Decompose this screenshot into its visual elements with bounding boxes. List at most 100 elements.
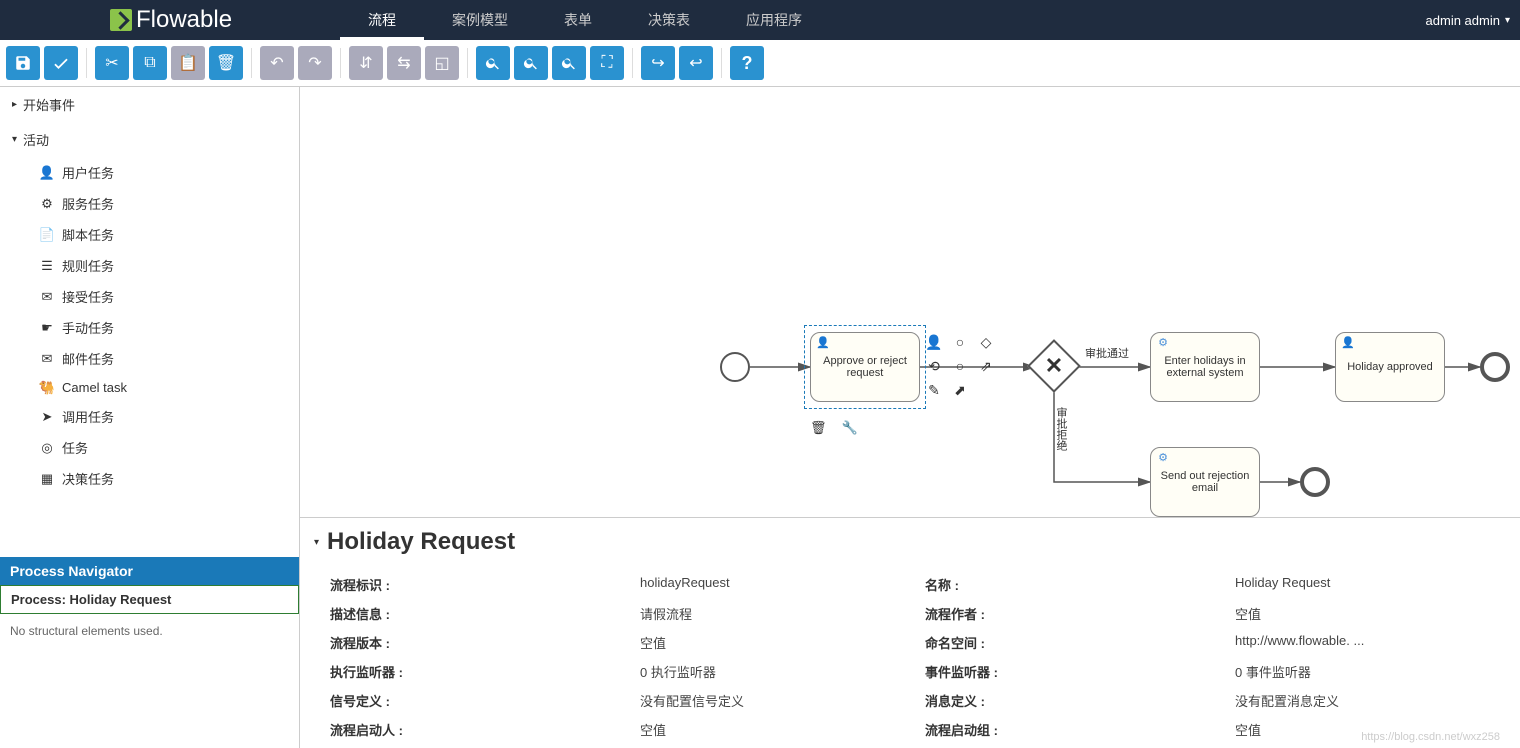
call-icon: ➤ xyxy=(40,410,54,424)
property-label: 执行监听器 : xyxy=(320,657,620,686)
property-label: 流程作者 : xyxy=(915,599,1215,628)
bendpoint-add-icon[interactable]: ↪ xyxy=(641,46,675,80)
nav-item-4[interactable]: 应用程序 xyxy=(718,0,830,40)
context-pad-item[interactable]: ○ xyxy=(951,358,969,376)
mail-icon: ✉ xyxy=(40,352,54,366)
left-sidebar: ▸ 开始事件▾ 活动👤用户任务⚙服务任务📄脚本任务☰规则任务✉接受任务☛手动任务… xyxy=(0,87,300,748)
redo-icon: ↷ xyxy=(298,46,332,80)
nav-item-1[interactable]: 案例模型 xyxy=(424,0,536,40)
zoom-fit-icon[interactable]: ⛶ xyxy=(590,46,624,80)
gear-icon: ⚙ xyxy=(1156,451,1170,465)
top-navbar: Flowable 流程案例模型表单决策表应用程序 admin admin ▾ xyxy=(0,0,1520,40)
editor-toolbar: ✂⧉📋🗑↶↷⇵⇆◱⛶↪↩? xyxy=(0,40,1520,87)
palette-item[interactable]: ✉接受任务 xyxy=(0,281,299,312)
context-pad-item[interactable]: ✎ xyxy=(925,382,943,400)
chevron-down-icon: ▾ xyxy=(1505,15,1510,26)
bpmn-endEvent[interactable] xyxy=(1300,467,1330,497)
property-label: 流程标识 : xyxy=(320,570,620,599)
chevron-right-icon: ▸ xyxy=(12,99,17,110)
process-navigator-empty: No structural elements used. xyxy=(0,614,299,648)
decision-icon: ▦ xyxy=(40,472,54,486)
cut-icon[interactable]: ✂ xyxy=(95,46,129,80)
palette-item[interactable]: ▦决策任务 xyxy=(0,463,299,494)
brand-text: Flowable xyxy=(136,6,232,34)
palette-item[interactable]: ➤调用任务 xyxy=(0,401,299,432)
collapse-icon[interactable]: ▾ xyxy=(314,537,319,548)
property-label: 信号定义 : xyxy=(320,686,620,715)
bpmn-endEvent[interactable] xyxy=(1480,352,1510,382)
nav-item-3[interactable]: 决策表 xyxy=(620,0,718,40)
context-pad-below: 🗑🔧 xyxy=(810,420,858,436)
process-navigator-process[interactable]: Process: Holiday Request xyxy=(0,585,299,614)
script-icon: 📄 xyxy=(40,228,54,242)
palette-item[interactable]: 📄脚本任务 xyxy=(0,219,299,250)
palette-item[interactable]: ⚙服务任务 xyxy=(0,188,299,219)
property-label: 描述信息 : xyxy=(320,599,620,628)
zoom-reset-icon[interactable] xyxy=(552,46,586,80)
gear-icon: ⚙ xyxy=(40,197,54,211)
property-value[interactable]: 空值 xyxy=(1225,599,1500,628)
property-value[interactable]: 没有配置消息定义 xyxy=(1225,686,1500,715)
paste-icon: 📋 xyxy=(171,46,205,80)
bpmn-exclusiveGateway[interactable]: ✕ xyxy=(1035,347,1073,385)
property-label: 流程启动组 : xyxy=(915,715,1215,744)
property-value[interactable]: 空值 xyxy=(630,715,905,744)
bpmn-serviceTask[interactable]: ⚙Enter holidays in external system xyxy=(1150,332,1260,402)
context-pad-item[interactable]: ⟲ xyxy=(925,358,943,376)
palette-item[interactable]: ☰规则任务 xyxy=(0,250,299,281)
property-value[interactable]: 0 事件监听器 xyxy=(1225,657,1500,686)
property-value[interactable]: Holiday Request xyxy=(1225,570,1500,599)
copy-icon[interactable]: ⧉ xyxy=(133,46,167,80)
same-size-icon: ◱ xyxy=(425,46,459,80)
user-name: admin admin xyxy=(1426,13,1500,28)
bpmn-canvas[interactable]: 👤Approve or reject request✕⚙Enter holida… xyxy=(300,87,1520,517)
context-pad-item[interactable]: 👤 xyxy=(925,334,943,352)
context-pad-item[interactable] xyxy=(977,382,995,400)
context-pad-item[interactable]: ⇗ xyxy=(977,358,995,376)
zoom-out-icon[interactable] xyxy=(514,46,548,80)
palette-group[interactable]: ▾ 活动 xyxy=(0,122,299,157)
palette-item[interactable]: ✉邮件任务 xyxy=(0,343,299,374)
palette-group[interactable]: ▸ 开始事件 xyxy=(0,87,299,122)
canvas-area: 👤Approve or reject request✕⚙Enter holida… xyxy=(300,87,1520,748)
property-value[interactable]: 空值 xyxy=(630,628,905,657)
property-label: 事件监听器 : xyxy=(915,657,1215,686)
context-pad-item[interactable]: ⬈ xyxy=(951,382,969,400)
context-pad-item[interactable]: ○ xyxy=(951,334,969,352)
palette-item[interactable]: ☛手动任务 xyxy=(0,312,299,343)
edge-label: 审批拒绝 xyxy=(1053,407,1069,451)
selection-box xyxy=(804,325,926,409)
nav-item-2[interactable]: 表单 xyxy=(536,0,620,40)
property-value[interactable]: 没有配置信号定义 xyxy=(630,686,905,715)
camel-icon: 🐫 xyxy=(40,381,54,395)
property-label: 消息定义 : xyxy=(915,686,1215,715)
palette-item[interactable]: 🐫Camel task xyxy=(0,374,299,401)
trash-icon[interactable]: 🗑 xyxy=(810,420,827,435)
bpmn-serviceTask[interactable]: ⚙Send out rejection email xyxy=(1150,447,1260,517)
chevron-down-icon: ▾ xyxy=(12,134,17,145)
nav-item-0[interactable]: 流程 xyxy=(340,0,424,40)
bendpoint-remove-icon[interactable]: ↩ xyxy=(679,46,713,80)
property-value[interactable]: holidayRequest xyxy=(630,570,905,599)
palette-item[interactable]: ◎任务 xyxy=(0,432,299,463)
bpmn-userTask[interactable]: 👤Holiday approved xyxy=(1335,332,1445,402)
context-pad-item[interactable]: ◇ xyxy=(977,334,995,352)
delete-icon[interactable]: 🗑 xyxy=(209,46,243,80)
main-layout: ▸ 开始事件▾ 活动👤用户任务⚙服务任务📄脚本任务☰规则任务✉接受任务☛手动任务… xyxy=(0,87,1520,748)
bpmn-startEvent[interactable] xyxy=(720,352,750,382)
context-pad: 👤 ○ ◇ ⟲ ○ ⇗ ✎ ⬈ xyxy=(925,334,997,400)
property-value[interactable]: 请假流程 xyxy=(630,599,905,628)
properties-title: Holiday Request xyxy=(327,528,515,556)
palette-item[interactable]: 👤用户任务 xyxy=(0,157,299,188)
validate-icon[interactable] xyxy=(44,46,78,80)
property-value[interactable]: http://www.flowable. ... xyxy=(1225,628,1500,657)
wrench-icon[interactable]: 🔧 xyxy=(842,420,858,435)
help-icon[interactable]: ? xyxy=(730,46,764,80)
save-icon[interactable] xyxy=(6,46,40,80)
process-navigator-header[interactable]: Process Navigator xyxy=(0,557,299,585)
manual-icon: ☛ xyxy=(40,321,54,335)
stencil-palette: ▸ 开始事件▾ 活动👤用户任务⚙服务任务📄脚本任务☰规则任务✉接受任务☛手动任务… xyxy=(0,87,299,557)
property-value[interactable]: 0 执行监听器 xyxy=(630,657,905,686)
user-menu[interactable]: admin admin ▾ xyxy=(1426,13,1510,28)
zoom-in-icon[interactable] xyxy=(476,46,510,80)
